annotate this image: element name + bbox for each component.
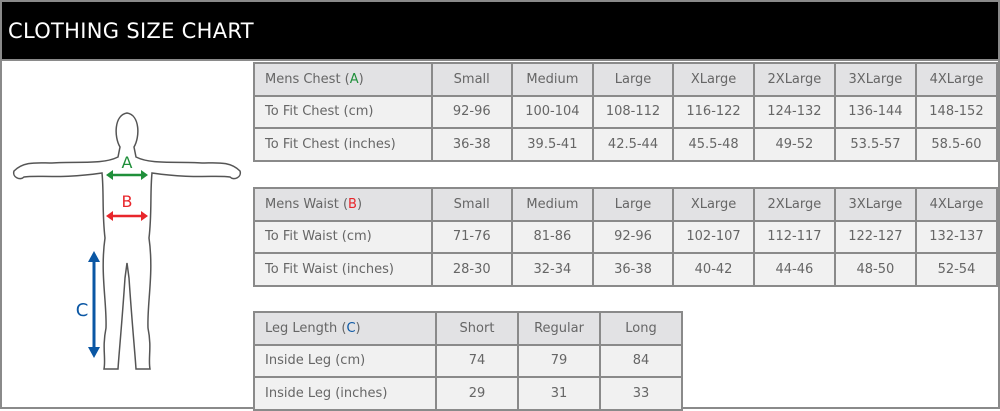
cell: 45.5-48 [672, 127, 755, 162]
arrow-b-icon [106, 211, 148, 221]
cell: 100-104 [510, 94, 594, 129]
table-header-row: Leg Length (C) Short Regular Long [253, 311, 683, 346]
size-header: Large [591, 62, 675, 97]
cell: 112-117 [752, 219, 836, 254]
size-header: 2XLarge [752, 187, 836, 222]
size-header: XLarge [672, 187, 755, 222]
cell: 92-96 [430, 94, 513, 129]
row-label: To Fit Waist (cm) [253, 219, 433, 254]
leg-table: Leg Length (C) Short Regular Long Inside L… [253, 311, 683, 411]
title-bar: CLOTHING SIZE CHART [2, 2, 998, 61]
cell: 32-34 [510, 252, 594, 287]
row-label: To Fit Chest (cm) [253, 94, 433, 129]
size-header: 3XLarge [833, 62, 917, 97]
row-label: To Fit Chest (inches) [253, 127, 433, 162]
cell: 31 [517, 376, 601, 411]
cell: 122-127 [833, 219, 917, 254]
size-header: 4XLarge [914, 187, 999, 222]
size-header: XLarge [672, 62, 755, 97]
row-label: Inside Leg (inches) [253, 376, 437, 411]
size-header: Long [599, 311, 683, 346]
cell: 92-96 [591, 219, 675, 254]
size-header: Short [435, 311, 519, 346]
cell: 148-152 [914, 94, 999, 129]
waist-header: Mens Waist (B) [253, 187, 433, 222]
cell: 74 [435, 343, 519, 378]
leg-header: Leg Length (C) [253, 311, 437, 346]
arrow-c-icon [88, 251, 100, 358]
cell: 33 [599, 376, 683, 411]
size-header: Large [591, 187, 675, 222]
size-header: Medium [510, 187, 594, 222]
cell: 39.5-41 [510, 127, 594, 162]
body-outline-icon [12, 112, 242, 370]
chest-table: Mens Chest (A) Small Medium Large XLarge 2XL… [253, 62, 999, 162]
cell: 124-132 [752, 94, 836, 129]
size-header: Regular [517, 311, 601, 346]
cell: 102-107 [672, 219, 755, 254]
cell: 108-112 [591, 94, 675, 129]
page-title: CLOTHING SIZE CHART [8, 19, 254, 43]
cell: 53.5-57 [833, 127, 917, 162]
cell: 40-42 [672, 252, 755, 287]
cell: 42.5-44 [591, 127, 675, 162]
cell: 71-76 [430, 219, 513, 254]
table-row: Inside Leg (inches) 29 31 33 [253, 376, 683, 411]
size-header: Small [430, 62, 513, 97]
row-label: To Fit Waist (inches) [253, 252, 433, 287]
table-row: To Fit Waist (cm) 71-76 81-86 92-96 102-107 1… [253, 219, 999, 254]
label-c: C [76, 300, 89, 321]
size-header: Small [430, 187, 513, 222]
table-header-row: Mens Chest (A) Small Medium Large XLarge 2XL… [253, 62, 999, 97]
size-header: 2XLarge [752, 62, 836, 97]
cell: 79 [517, 343, 601, 378]
cell: 116-122 [672, 94, 755, 129]
table-row: To Fit Chest (inches) 36-38 39.5-41 42.5-44… [253, 127, 999, 162]
table-row: Inside Leg (cm) 74 79 84 [253, 343, 683, 378]
cell: 132-137 [914, 219, 999, 254]
table-row: To Fit Waist (inches) 28-30 32-34 36-38 40-4… [253, 252, 999, 287]
cell: 136-144 [833, 94, 917, 129]
arrow-a-icon [106, 170, 148, 180]
size-header: Medium [510, 62, 594, 97]
label-a: A [122, 153, 133, 172]
cell: 44-46 [752, 252, 836, 287]
size-header: 4XLarge [914, 62, 999, 97]
cell: 81-86 [510, 219, 594, 254]
cell: 84 [599, 343, 683, 378]
label-b: B [122, 192, 133, 211]
size-header: 3XLarge [833, 187, 917, 222]
body-measurement-figure: A B C [12, 112, 242, 370]
cell: 36-38 [591, 252, 675, 287]
cell: 52-54 [914, 252, 999, 287]
chest-header: Mens Chest (A) [253, 62, 433, 97]
table-row: To Fit Chest (cm) 92-96 100-104 108-112 116-… [253, 94, 999, 129]
cell: 49-52 [752, 127, 836, 162]
waist-table: Mens Waist (B) Small Medium Large XLarge 2XL… [253, 187, 999, 287]
cell: 29 [435, 376, 519, 411]
cell: 48-50 [833, 252, 917, 287]
table-header-row: Mens Waist (B) Small Medium Large XLarge 2XL… [253, 187, 999, 222]
row-label: Inside Leg (cm) [253, 343, 437, 378]
cell: 36-38 [430, 127, 513, 162]
cell: 28-30 [430, 252, 513, 287]
cell: 58.5-60 [914, 127, 999, 162]
